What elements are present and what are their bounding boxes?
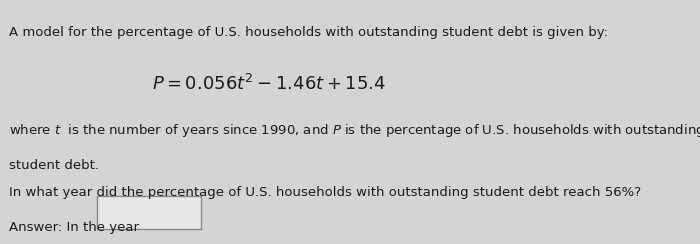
Text: $P = 0.056t^2 - 1.46t + 15.4$: $P = 0.056t^2 - 1.46t + 15.4$ xyxy=(153,74,386,94)
FancyBboxPatch shape xyxy=(97,196,202,229)
Text: Answer: In the year: Answer: In the year xyxy=(9,221,139,234)
Text: In what year did the percentage of U.S. households with outstanding student debt: In what year did the percentage of U.S. … xyxy=(9,186,642,199)
Text: where $t$  is the number of years since 1990, and $P$ is the percentage of U.S. : where $t$ is the number of years since 1… xyxy=(9,122,700,139)
Text: student debt.: student debt. xyxy=(9,159,99,173)
Text: A model for the percentage of U.S. households with outstanding student debt is g: A model for the percentage of U.S. house… xyxy=(9,26,608,39)
